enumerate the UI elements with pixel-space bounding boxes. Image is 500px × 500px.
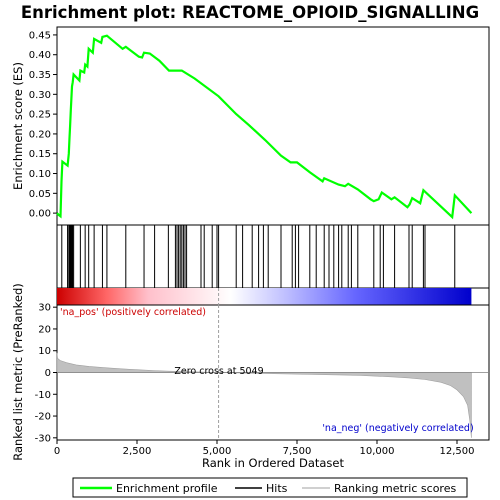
es-y-axis-label: Enrichment score (ES) xyxy=(11,62,25,190)
ranked-y-tick-label: -30 xyxy=(35,433,51,444)
es-y-tick-label: 0.20 xyxy=(29,129,51,140)
es-y-tick-label: 0.05 xyxy=(29,189,51,200)
hits-panel-frame xyxy=(56,224,490,289)
x-axis-label: Rank in Ordered Dataset xyxy=(202,456,345,470)
ranked-metric-panel: -30 -20 -10 0 10 20 30 'na_pos' (positively co… xyxy=(11,283,490,461)
es-y-tick-label: 0.15 xyxy=(29,149,51,160)
ranked-y-tick-label: 20 xyxy=(38,324,51,335)
hit-marks xyxy=(61,225,456,288)
x-tick-label: 2,500 xyxy=(123,446,152,457)
negative-correlation-label: 'na_neg' (negatively correlated) xyxy=(322,423,473,434)
ranked-y-tick-label: 0 xyxy=(45,368,51,379)
legend-hits-label: Hits xyxy=(266,482,288,495)
ranked-y-axis: -30 -20 -10 0 10 20 30 xyxy=(35,303,57,444)
zero-cross-label: Zero cross at 5049 xyxy=(174,366,263,377)
legend-ranking-label: Ranking metric scores xyxy=(334,482,456,495)
enrichment-profile-line xyxy=(56,34,473,220)
es-y-tick-label: 0.35 xyxy=(29,70,51,81)
chart-title: Enrichment plot: REACTOME_OPIOID_SIGNALL… xyxy=(21,3,479,22)
es-y-axis: 0.00 0.05 0.10 0.15 0.20 0.25 0.30 0.35 0.40 0.45 xyxy=(29,30,57,220)
es-y-tick-label: 0.25 xyxy=(29,110,51,121)
es-y-tick-label: 0.40 xyxy=(29,50,51,61)
ranking-heatmap-gradient xyxy=(57,288,472,305)
x-tick-label: 12,500 xyxy=(440,446,475,457)
es-y-tick-label: 0.45 xyxy=(29,30,51,41)
legend-enrichment-label: Enrichment profile xyxy=(116,482,218,495)
x-axis: 0 2,500 5,000 7,500 10,000 12,500 xyxy=(54,440,475,457)
x-tick-label: 7,500 xyxy=(283,446,312,457)
ranked-y-tick-label: -10 xyxy=(35,390,51,401)
es-panel-frame xyxy=(56,26,490,226)
positive-correlation-label: 'na_pos' (positively correlated) xyxy=(60,307,206,318)
x-tick-label: 10,000 xyxy=(360,446,395,457)
ranked-y-axis-label: Ranked list metric (PreRanked) xyxy=(11,283,25,461)
ranked-y-tick-label: 30 xyxy=(38,303,51,314)
legend: Enrichment profile Hits Ranking metric s… xyxy=(72,477,468,498)
es-y-tick-label: 0.30 xyxy=(29,90,51,101)
x-tick-label: 5,000 xyxy=(203,446,232,457)
es-y-tick-label: 0.10 xyxy=(29,169,51,180)
hits-panel xyxy=(56,224,490,289)
ranked-y-tick-label: -20 xyxy=(35,412,51,423)
legend-box xyxy=(72,477,468,498)
ranked-y-tick-label: 10 xyxy=(38,346,51,357)
es-panel: 0.00 0.05 0.10 0.15 0.20 0.25 0.30 0.35 0.40 0.45… xyxy=(11,26,490,226)
es-y-tick-label: 0.00 xyxy=(29,209,51,220)
ranking-metric-area xyxy=(56,352,472,438)
x-tick-label: 0 xyxy=(54,446,60,457)
